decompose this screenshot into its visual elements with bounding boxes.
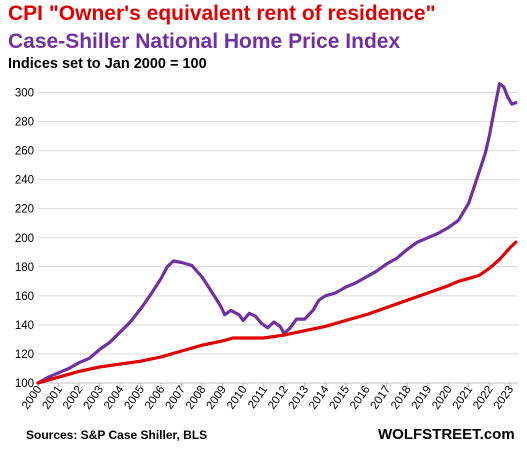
y-tick-label: 200 xyxy=(15,233,34,245)
x-tick-label: 2007 xyxy=(164,384,189,412)
x-tick-label: 2021 xyxy=(451,384,476,412)
source-note: Sources: S&P Case Shiller, BLS xyxy=(26,428,208,442)
y-tick-label: 240 xyxy=(15,175,34,187)
y-tick-label: 120 xyxy=(15,349,34,361)
axis-layer: 1001201401601802002202402602803002000200… xyxy=(15,88,518,412)
chart-title-home-price: Case-Shiller National Home Price Index xyxy=(8,30,401,53)
x-tick-label: 2023 xyxy=(492,384,517,412)
x-tick-label: 2011 xyxy=(246,384,270,411)
x-tick-label: 2022 xyxy=(471,384,496,412)
y-tick-label: 300 xyxy=(15,88,34,100)
x-tick-label: 2020 xyxy=(430,384,455,412)
brand-watermark: WOLFSTREET.com xyxy=(378,426,515,443)
y-tick-label: 180 xyxy=(15,262,34,274)
series-layer xyxy=(36,82,518,385)
x-tick-label: 2019 xyxy=(410,384,435,412)
grid-layer xyxy=(38,92,518,355)
x-tick-label: 2004 xyxy=(102,383,127,411)
chart-title-rent: CPI "Owner's equivalent rent of residenc… xyxy=(8,2,436,25)
x-tick-label: 2013 xyxy=(287,384,312,412)
chart-subtitle: Indices set to Jan 2000 = 100 xyxy=(8,56,207,72)
x-tick-label: 2001 xyxy=(40,384,65,412)
series-line-home-price xyxy=(36,82,518,385)
series-line-owner-rent xyxy=(36,240,518,385)
y-tick-label: 100 xyxy=(15,378,34,390)
x-tick-label: 2015 xyxy=(328,384,353,412)
y-tick-label: 160 xyxy=(15,291,34,303)
x-tick-label: 2008 xyxy=(184,384,209,412)
x-tick-label: 2017 xyxy=(369,384,394,412)
y-tick-label: 220 xyxy=(15,204,34,216)
x-tick-label: 2006 xyxy=(143,384,168,412)
x-tick-label: 2010 xyxy=(225,384,250,412)
y-tick-label: 260 xyxy=(15,146,34,158)
x-tick-label: 2016 xyxy=(348,384,373,412)
y-tick-label: 280 xyxy=(15,117,34,129)
x-tick-label: 2018 xyxy=(389,384,414,412)
x-tick-label: 2002 xyxy=(61,384,86,412)
y-tick-label: 140 xyxy=(15,320,34,332)
x-tick-label: 2003 xyxy=(81,384,106,412)
x-tick-label: 2014 xyxy=(307,383,332,411)
x-tick-label: 2012 xyxy=(266,384,291,412)
x-tick-label: 2005 xyxy=(123,384,148,412)
x-tick-label: 2009 xyxy=(205,384,230,412)
